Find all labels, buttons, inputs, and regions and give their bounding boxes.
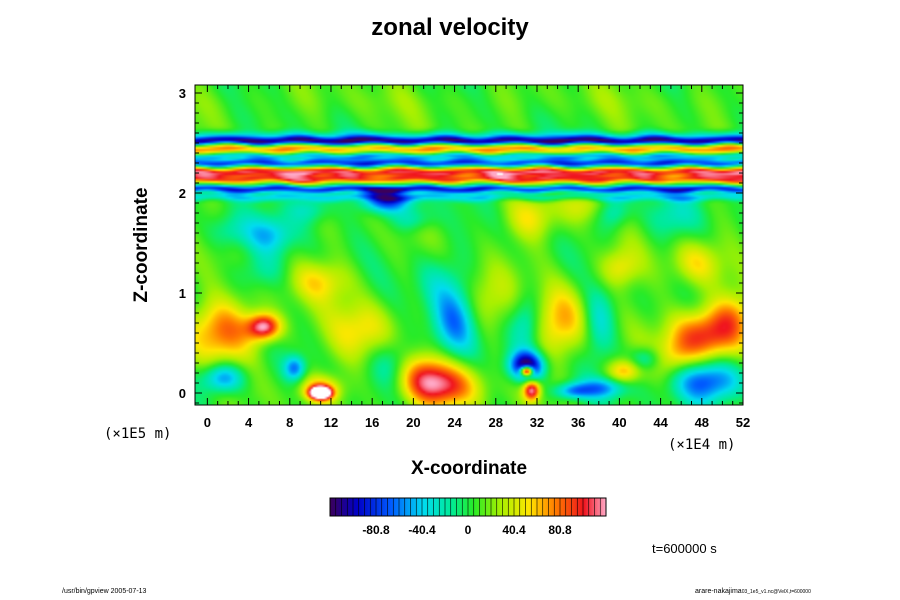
y-tick-label: 2 <box>179 186 186 201</box>
x-tick-label: 44 <box>653 415 668 430</box>
x-tick-label: 48 <box>695 415 709 430</box>
x-tick-label: 40 <box>612 415 626 430</box>
y-tick-label: 3 <box>179 86 186 101</box>
footer-command: /usr/bin/gpview 2005-07-13 <box>62 588 147 595</box>
x-axis-label: X-coordinate <box>410 458 528 479</box>
colorbar-ticks: -80.8 -40.4 0 40.4 80.8 <box>335 498 601 537</box>
x-tick-label: 16 <box>365 415 379 430</box>
footer-author: arare-nakajima03_1e5_v1.nc@VelX,t=600000 <box>695 588 811 595</box>
time-label: t=600000 s <box>652 541 717 556</box>
x-tick-label: 12 <box>324 415 338 430</box>
chart-title: zonal velocity <box>371 14 529 41</box>
x-tick-label: 28 <box>489 415 503 430</box>
y-tick-label: 0 <box>179 386 186 401</box>
y-axis-unit: (×1E5 m) <box>104 426 172 442</box>
x-tick-label: 0 <box>204 415 211 430</box>
x-tick-label: 24 <box>447 415 462 430</box>
footer-author-name: arare-nakajima <box>695 588 742 595</box>
y-tick-label: 1 <box>179 286 186 301</box>
x-tick-label: 20 <box>406 415 420 430</box>
colorbar-tick-label: 40.4 <box>502 523 526 537</box>
colorbar-tick-label: -80.8 <box>362 523 390 537</box>
colorbar-tick-label: 80.8 <box>548 523 572 537</box>
zonal-velocity-heatmap <box>195 85 743 405</box>
x-tick-label: 52 <box>736 415 750 430</box>
colorbar-tick-label: 0 <box>465 523 472 537</box>
heatmap-frame <box>195 85 743 405</box>
x-tick-label: 36 <box>571 415 585 430</box>
x-axis-unit: (×1E4 m) <box>668 437 736 453</box>
x-tick-label: 32 <box>530 415 544 430</box>
footer-file: 03_1e5_v1.nc@VelX,t=600000 <box>741 589 811 595</box>
y-axis-label: Z-coordinate <box>131 187 152 303</box>
plot-frame <box>194 84 744 406</box>
x-tick-label: 8 <box>286 415 293 430</box>
x-axis-ticks: 0 4 8 12 16 20 24 28 32 36 40 44 48 52 <box>204 85 750 430</box>
x-tick-label: 4 <box>245 415 253 430</box>
colorbar-tick-label: -40.4 <box>408 523 436 537</box>
y-axis-ticks: 0 1 2 3 <box>179 86 743 404</box>
